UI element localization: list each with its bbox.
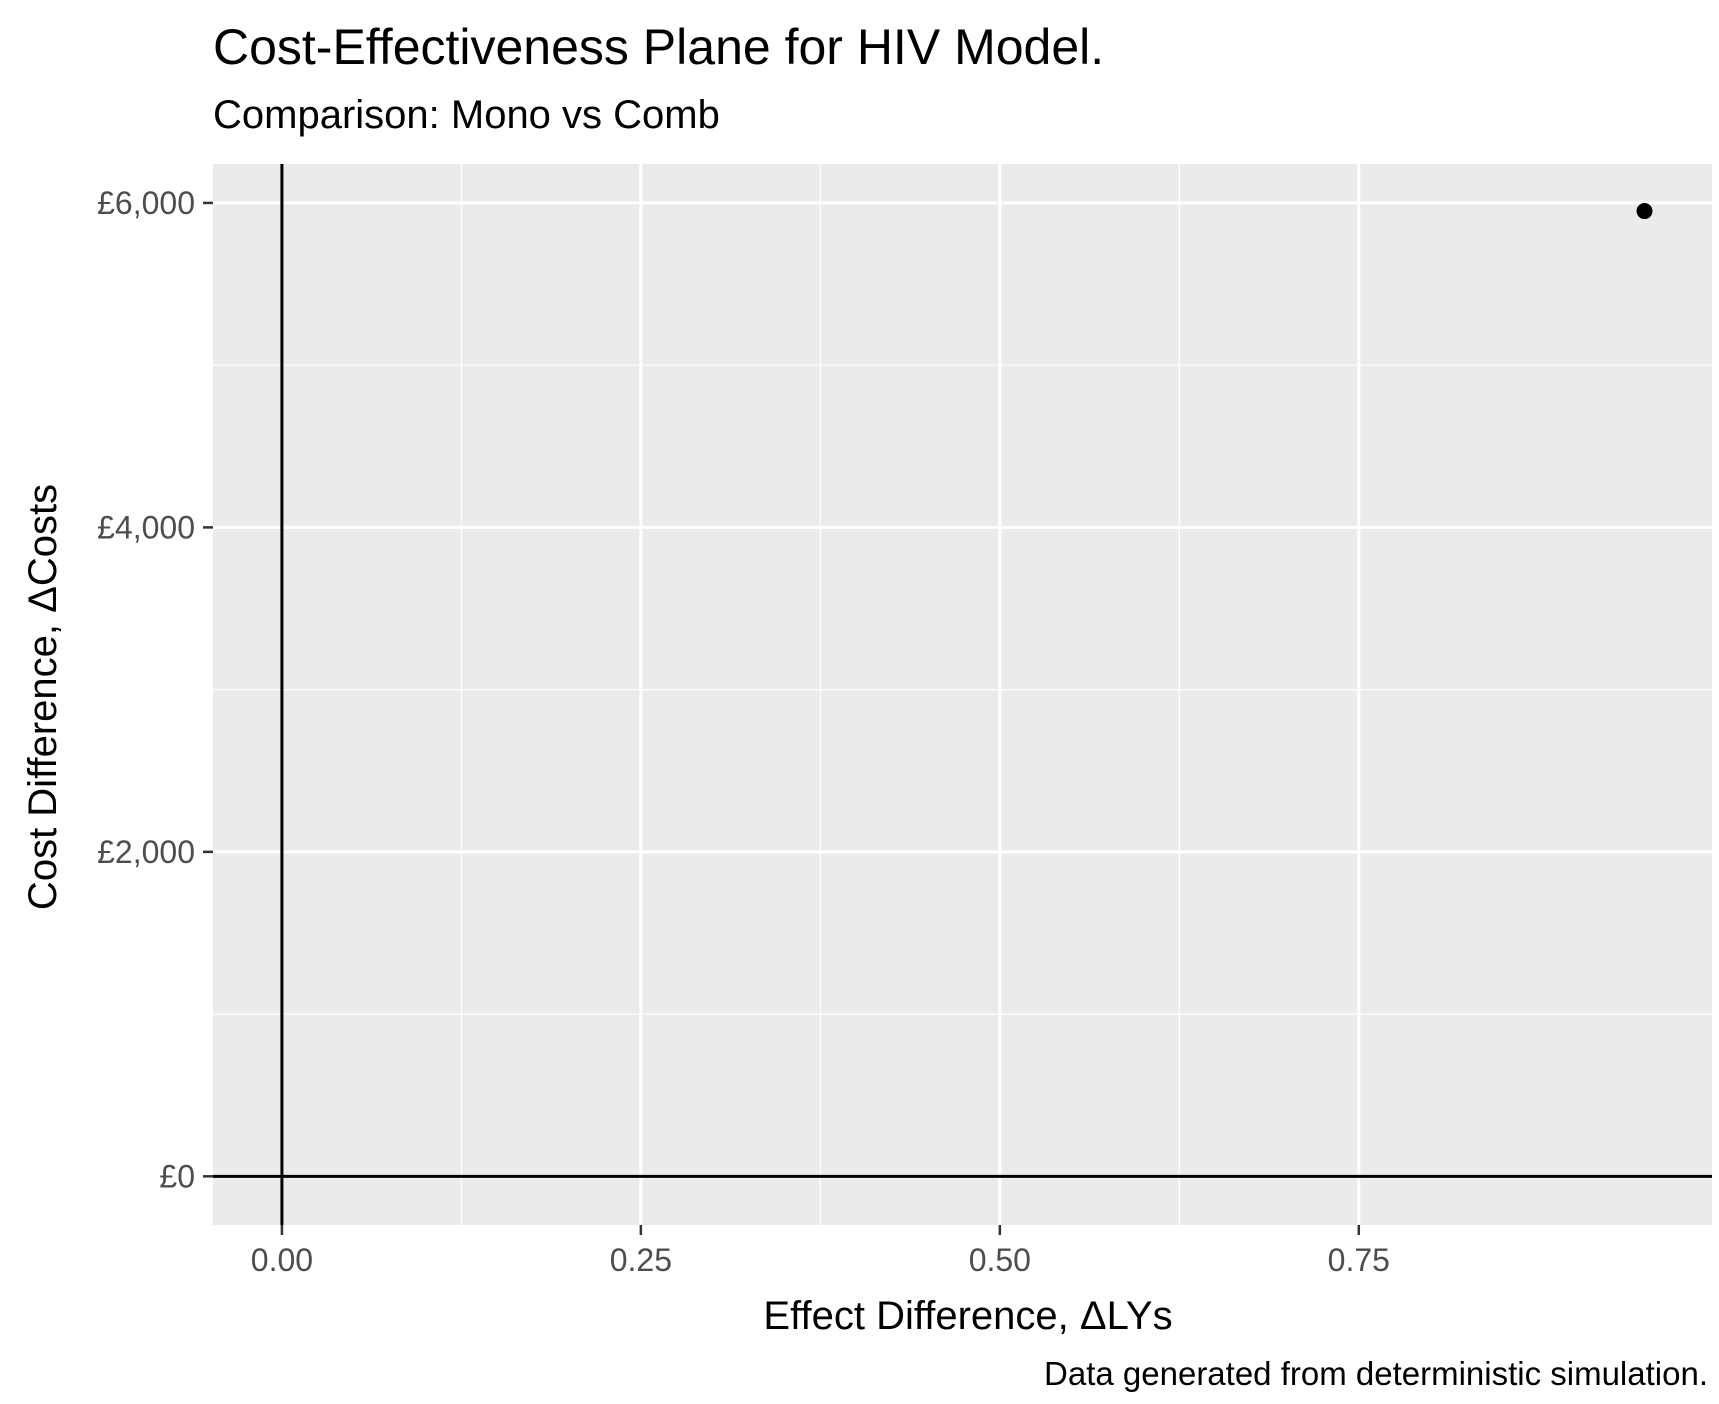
reference-lines xyxy=(213,164,1712,1225)
x-axis-ticks: 0.00 0.25 0.50 0.75 xyxy=(251,1225,1390,1278)
y-tick-label: £2,000 xyxy=(97,834,195,870)
x-tick-label: 0.00 xyxy=(251,1242,313,1278)
chart-caption: Data generated from deterministic simula… xyxy=(1044,1355,1708,1392)
y-axis-ticks: £0 £2,000 £4,000 £6,000 xyxy=(97,185,213,1194)
y-tick-label: £0 xyxy=(159,1158,195,1194)
chart-subtitle: Comparison: Mono vs Comb xyxy=(213,93,720,137)
x-tick-label: 0.50 xyxy=(969,1242,1031,1278)
x-axis-label: Effect Difference, ΔLYs xyxy=(763,1294,1172,1338)
x-tick-label: 0.75 xyxy=(1328,1242,1390,1278)
x-tick-label: 0.25 xyxy=(610,1242,672,1278)
chart-title: Cost-Effectiveness Plane for HIV Model. xyxy=(213,19,1105,75)
y-tick-label: £4,000 xyxy=(97,509,195,545)
data-points xyxy=(1636,203,1653,220)
plot-panel xyxy=(213,164,1712,1225)
y-axis-label: Cost Difference, ΔCosts xyxy=(21,484,65,910)
data-point xyxy=(1636,203,1653,220)
y-tick-label: £6,000 xyxy=(97,185,195,221)
